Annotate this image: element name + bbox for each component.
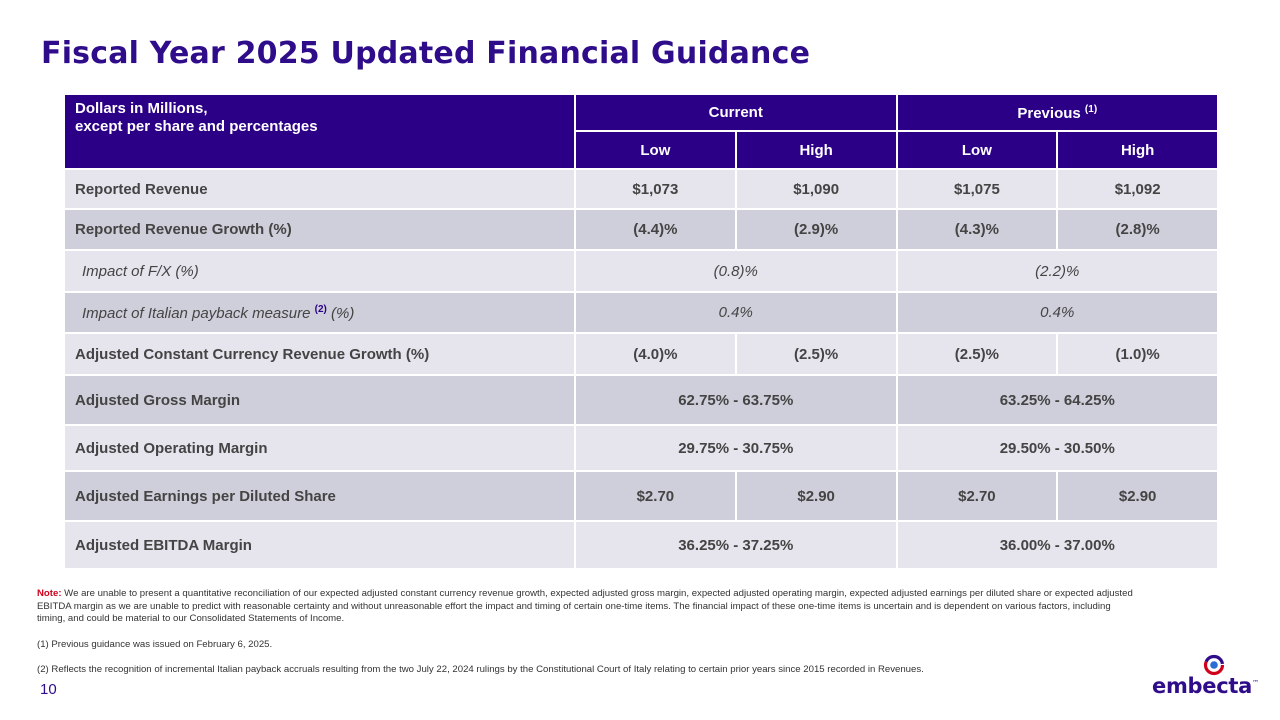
- note-text: We are unable to present a quantitative …: [37, 588, 1133, 625]
- cell-current-low: (4.4)%: [574, 208, 737, 251]
- cell-current-low: (4.0)%: [574, 332, 737, 376]
- table-row: Impact of F/X (%) (0.8)% (2.2)%: [63, 249, 1220, 293]
- cell-current: 36.25% - 37.25%: [574, 520, 898, 570]
- cell-current: 29.75% - 30.75%: [574, 424, 898, 472]
- table-row: Impact of Italian payback measure (2) (%…: [63, 291, 1220, 334]
- current-low-header: Low: [574, 130, 737, 170]
- logo-ring-purple: [1203, 654, 1225, 676]
- footnote-1: (1) Previous guidance was issued on Febr…: [37, 638, 273, 650]
- cell-previous-low: $1,075: [895, 168, 1059, 210]
- row-label: Adjusted Operating Margin: [63, 424, 576, 472]
- footnotes: Note: We are unable to present a quantit…: [37, 588, 1137, 690]
- cell-previous-low: (2.5)%: [895, 332, 1059, 376]
- cell-current: 0.4%: [574, 291, 898, 334]
- row-label-after: (%): [326, 304, 355, 322]
- cell-previous-high: (1.0)%: [1056, 332, 1220, 376]
- cell-current-high: (2.9)%: [734, 208, 898, 251]
- table-row: Adjusted Gross Margin 62.75% - 63.75% 63…: [63, 374, 1220, 426]
- note-label: Note:: [37, 588, 62, 599]
- row-label: Reported Revenue: [63, 168, 576, 210]
- embecta-logo-mark: [1203, 654, 1225, 676]
- row-label: Adjusted Gross Margin: [63, 374, 576, 426]
- cell-current-high: $2.90: [734, 470, 898, 522]
- logo-trademark: ™: [1251, 679, 1259, 687]
- table-row: Adjusted Earnings per Diluted Share $2.7…: [63, 470, 1220, 522]
- cell-previous-low: $2.70: [895, 470, 1059, 522]
- table-row: Reported Revenue Growth (%) (4.4)% (2.9)…: [63, 208, 1220, 251]
- row-label: Adjusted Earnings per Diluted Share: [63, 470, 576, 522]
- cell-previous: 36.00% - 37.00%: [895, 520, 1220, 570]
- logo-wordmark: embecta: [1152, 674, 1252, 698]
- cell-current-high: $1,090: [734, 168, 898, 210]
- cell-previous-high: $1,092: [1056, 168, 1220, 210]
- current-high-header: High: [734, 130, 898, 170]
- guidance-table: Dollars in Millions, except per share an…: [63, 93, 1220, 570]
- cell-current-high: (2.5)%: [734, 332, 898, 376]
- footnote-ref-2: (2): [314, 303, 327, 315]
- cell-previous: (2.2)%: [895, 249, 1220, 293]
- row-label: Adjusted Constant Currency Revenue Growt…: [63, 332, 576, 376]
- logo-ring-red: [1203, 654, 1225, 676]
- previous-group-header: Previous (1): [895, 93, 1220, 132]
- footnote-ref-1: (1): [1084, 103, 1098, 115]
- page-title: Fiscal Year 2025 Updated Financial Guida…: [41, 36, 811, 71]
- cell-previous: 63.25% - 64.25%: [895, 374, 1220, 426]
- cell-current: 62.75% - 63.75%: [574, 374, 898, 426]
- previous-high-header: High: [1056, 130, 1220, 170]
- row-label: Impact of Italian payback measure (2) (%…: [63, 291, 576, 334]
- cell-previous-high: (2.8)%: [1056, 208, 1220, 251]
- corner-header-line1: Dollars in Millions,: [75, 100, 208, 117]
- corner-header-line2: except per share and percentages: [75, 118, 318, 135]
- table-header-row: Dollars in Millions, except per share an…: [63, 93, 1220, 170]
- page-number: 10: [40, 681, 57, 698]
- table-row: Reported Revenue $1,073 $1,090 $1,075 $1…: [63, 168, 1220, 210]
- row-label: Reported Revenue Growth (%): [63, 208, 576, 251]
- cell-previous-low: (4.3)%: [895, 208, 1059, 251]
- table-row: Adjusted Operating Margin 29.75% - 30.75…: [63, 424, 1220, 472]
- row-label: Impact of F/X (%): [63, 249, 576, 293]
- previous-label: Previous: [1017, 104, 1081, 122]
- cell-current: (0.8)%: [574, 249, 898, 293]
- corner-header: Dollars in Millions, except per share an…: [63, 93, 576, 170]
- row-label: Adjusted EBITDA Margin: [63, 520, 576, 570]
- note-paragraph: Note: We are unable to present a quantit…: [37, 588, 1137, 626]
- cell-previous: 0.4%: [895, 291, 1220, 334]
- logo-dot-blue: [1210, 661, 1218, 669]
- embecta-logo-text: embecta™: [1152, 674, 1259, 698]
- row-label-before: Impact of Italian payback measure: [82, 304, 315, 322]
- current-group-header: Current: [574, 93, 898, 132]
- table-row: Adjusted EBITDA Margin 36.25% - 37.25% 3…: [63, 520, 1220, 570]
- footnote-2: (2) Reflects the recognition of incremen…: [37, 664, 924, 676]
- cell-current-low: $1,073: [574, 168, 737, 210]
- table-row: Adjusted Constant Currency Revenue Growt…: [63, 332, 1220, 376]
- previous-low-header: Low: [895, 130, 1059, 170]
- cell-previous: 29.50% - 30.50%: [895, 424, 1220, 472]
- table-subheader-row: Low High Low High: [64, 130, 1220, 170]
- cell-current-low: $2.70: [574, 470, 737, 522]
- cell-previous-high: $2.90: [1056, 470, 1220, 522]
